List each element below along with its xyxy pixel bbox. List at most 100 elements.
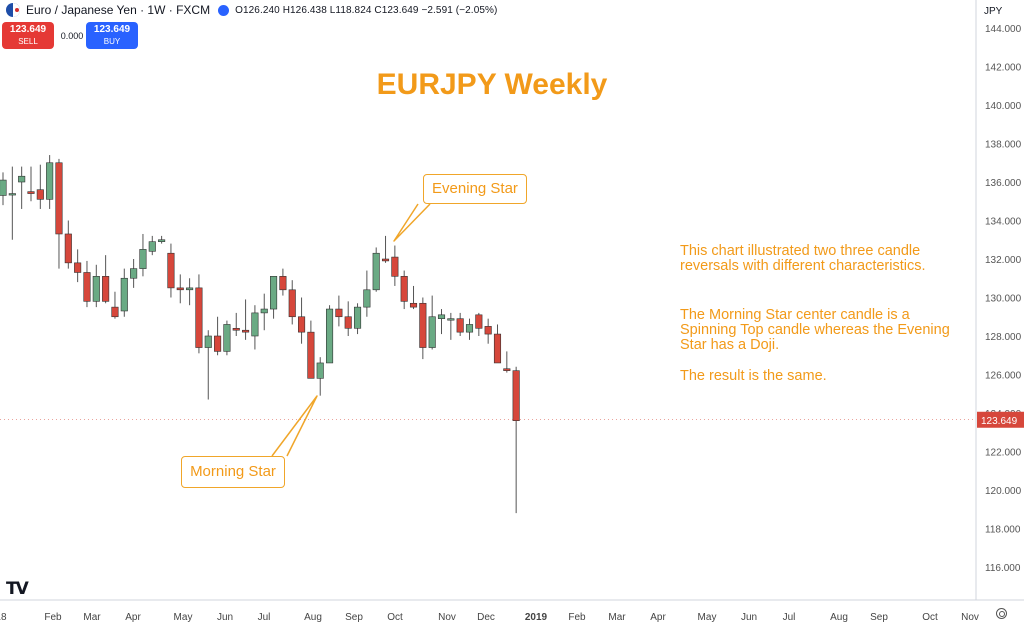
price-tick-label: 132.000	[985, 255, 1022, 266]
tradingview-logo[interactable]: TV	[6, 579, 29, 599]
candlesticks	[0, 155, 520, 514]
time-tick-label: Sep	[345, 612, 363, 623]
candle-body	[353, 306, 362, 329]
price-tick-label: 140.000	[985, 101, 1022, 112]
price-tick-label: 130.000	[985, 294, 1022, 305]
candle-body	[214, 335, 222, 352]
evening-star-callout[interactable]: Evening Star	[423, 174, 527, 204]
callout-pointers	[271, 203, 431, 457]
last-price-box	[977, 411, 1024, 428]
candle-body	[363, 289, 371, 308]
price-axis[interactable]: JPY116.000118.000120.000122.000124.00012…	[975, 0, 1022, 600]
candle-body	[83, 272, 91, 302]
time-tick-label: Feb	[568, 612, 586, 623]
candle-body	[307, 331, 315, 379]
time-axis[interactable]: '18 Feb Mar Apr May Jun Jul Aug Sep Oct Nov Dec 2019…	[0, 599, 1024, 623]
candle-body	[428, 316, 436, 348]
candle-body	[512, 370, 520, 421]
time-tick-label: Jul	[783, 612, 796, 623]
price-tick-label: 128.000	[985, 332, 1022, 343]
time-tick-label: Jun	[741, 612, 757, 623]
time-tick-label: Oct	[387, 612, 403, 623]
candle-body	[139, 249, 147, 269]
settings-gear-icon[interactable]	[996, 608, 1007, 619]
candle-body	[46, 162, 54, 200]
candle-body	[92, 276, 100, 302]
candle-body	[64, 233, 72, 264]
candle-body	[148, 241, 156, 252]
candle-body	[260, 308, 268, 314]
candle-body	[503, 368, 511, 371]
time-tick-label: Aug	[830, 612, 848, 623]
ohlc-readout: O126.240 H126.438 L118.824 C123.649 −2.5…	[235, 4, 498, 16]
evening-star-pointer	[393, 203, 431, 242]
annotation-paragraph-1: This chart illustrated two three candle …	[680, 243, 926, 274]
price-tick-label: 120.000	[985, 486, 1022, 497]
candle-body	[18, 175, 26, 183]
candle-body	[186, 287, 194, 291]
candle-body	[167, 252, 175, 289]
time-tick-label: '18	[0, 612, 7, 623]
time-tick-label: Nov	[961, 612, 979, 623]
price-tick-label: 134.000	[985, 217, 1022, 228]
candle-body	[158, 239, 166, 242]
time-tick-label: Jun	[217, 612, 233, 623]
candle-body	[484, 326, 492, 335]
time-tick-label: Nov	[438, 612, 456, 623]
candle-body	[372, 252, 380, 291]
visibility-icon[interactable]	[218, 4, 230, 16]
morning-star-callout[interactable]: Morning Star	[181, 456, 285, 488]
time-tick-label: Jul	[258, 612, 271, 623]
buy-button[interactable]: 123.649 BUY	[86, 22, 138, 49]
time-tick-label: Mar	[608, 612, 626, 623]
candle-body	[270, 276, 278, 310]
price-tick-label: 118.000	[985, 525, 1021, 536]
chart-title: EURJPY Weekly	[376, 68, 608, 101]
candle-body	[447, 318, 455, 321]
price-axis-currency: JPY	[984, 6, 1003, 17]
sell-button[interactable]: 123.649 SELL	[2, 22, 54, 49]
candle-body	[55, 162, 63, 235]
candle-body	[344, 316, 352, 329]
symbol-header[interactable]: Euro / Japanese Yen · 1W · FXCM O126.240…	[6, 3, 497, 17]
candle-body	[223, 324, 231, 352]
candle-body	[0, 179, 7, 196]
price-tick-label: 126.000	[985, 371, 1022, 382]
candle-body	[74, 262, 82, 273]
symbol-title[interactable]: Euro / Japanese Yen · 1W · FXCM	[26, 3, 211, 17]
candle-body	[475, 314, 483, 329]
last-price-label: 123.649	[981, 416, 1018, 427]
candle-body	[102, 276, 110, 302]
candle-body	[335, 308, 343, 318]
time-tick-label: Apr	[125, 612, 141, 623]
candle-body	[279, 276, 287, 291]
buy-price: 123.649	[93, 24, 131, 35]
candle-body	[204, 335, 212, 348]
candle-body	[36, 189, 44, 200]
price-tick-label: 122.000	[985, 448, 1022, 459]
time-tick-label: Feb	[44, 612, 62, 623]
candle-body	[242, 329, 250, 333]
morning-star-pointer	[271, 395, 318, 457]
spread-value: 0.000	[60, 31, 84, 41]
candle-body	[381, 258, 390, 262]
price-tick-label: 142.000	[985, 63, 1022, 74]
candle-body	[111, 306, 119, 318]
annotation-paragraph-3: The result is the same.	[680, 368, 827, 384]
time-tick-label: Oct	[922, 612, 938, 623]
sell-price: 123.649	[9, 24, 47, 35]
time-tick-label: Aug	[304, 612, 322, 623]
candle-body	[298, 316, 306, 333]
price-tick-label: 138.000	[985, 140, 1022, 151]
candle-body	[456, 318, 464, 333]
candle-body	[232, 327, 240, 331]
price-tick-label: 144.000	[985, 24, 1022, 35]
last-price-tag: 123.649	[0, 411, 1024, 428]
candle-body	[130, 268, 138, 279]
time-tick-label: Apr	[650, 612, 666, 623]
time-tick-label: Sep	[870, 612, 888, 623]
currency-flag-icon	[6, 3, 20, 17]
candle-body	[176, 287, 184, 291]
time-tick-label: 2019	[525, 612, 548, 623]
